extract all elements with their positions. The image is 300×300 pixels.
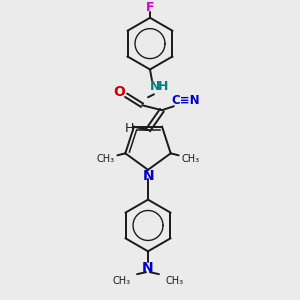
Text: C≡N: C≡N <box>172 94 200 107</box>
Text: F: F <box>146 1 154 14</box>
Text: CH₃: CH₃ <box>96 154 115 164</box>
Text: N: N <box>143 169 155 183</box>
Text: CH₃: CH₃ <box>112 276 130 286</box>
Text: N: N <box>142 261 154 275</box>
Text: N: N <box>150 80 160 93</box>
Text: CH₃: CH₃ <box>182 154 200 164</box>
Text: H: H <box>124 122 134 135</box>
Text: CH₃: CH₃ <box>166 276 184 286</box>
Text: H: H <box>158 80 168 93</box>
Text: O: O <box>113 85 125 99</box>
